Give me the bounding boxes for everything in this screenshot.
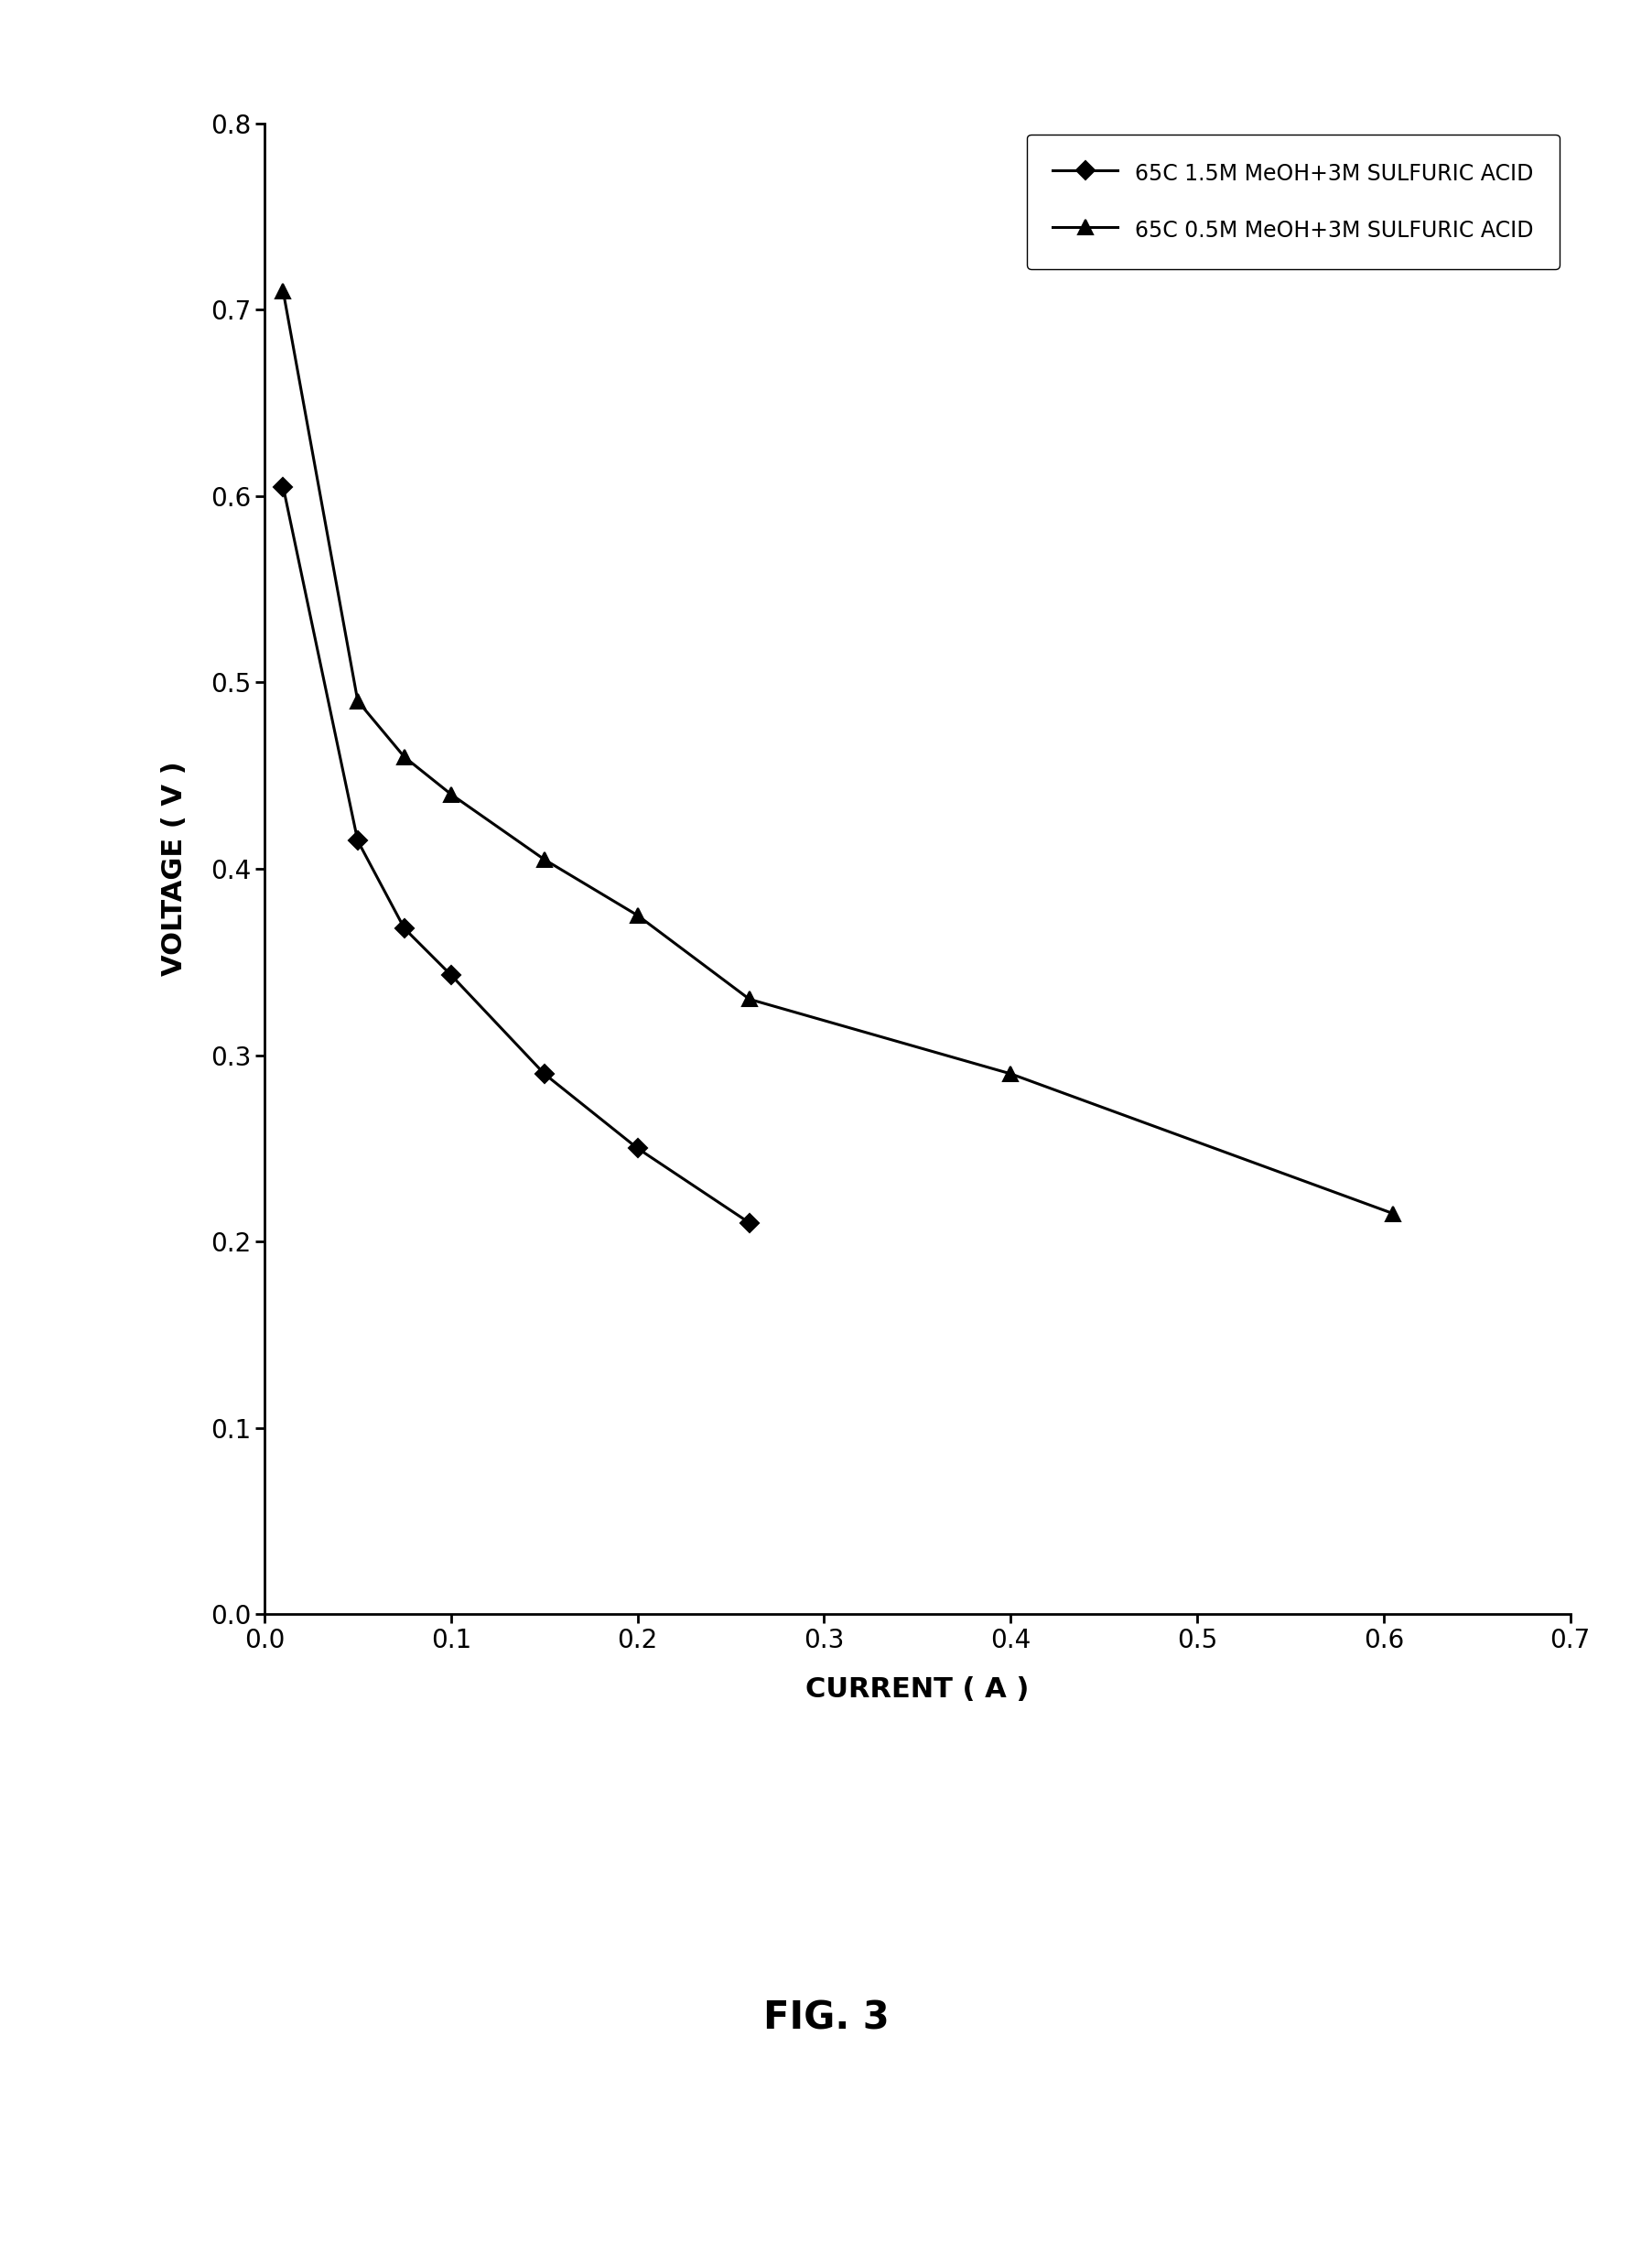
- 65C 1.5M MeOH+3M SULFURIC ACID: [534, 1060, 553, 1087]
- 65C 0.5M MeOH+3M SULFURIC ACID: [999, 1060, 1019, 1087]
- Line: 65C 0.5M MeOH+3M SULFURIC ACID: 65C 0.5M MeOH+3M SULFURIC ACID: [276, 285, 1399, 1220]
- Text: FIG. 3: FIG. 3: [763, 1998, 889, 2038]
- 65C 0.5M MeOH+3M SULFURIC ACID: [738, 986, 758, 1013]
- 65C 0.5M MeOH+3M SULFURIC ACID: [273, 278, 292, 305]
- X-axis label: CURRENT ( A ): CURRENT ( A ): [805, 1677, 1029, 1702]
- 65C 1.5M MeOH+3M SULFURIC ACID: [395, 915, 415, 942]
- 65C 1.5M MeOH+3M SULFURIC ACID: [628, 1134, 648, 1161]
- 65C 1.5M MeOH+3M SULFURIC ACID: [273, 473, 292, 500]
- 65C 0.5M MeOH+3M SULFURIC ACID: [534, 845, 553, 872]
- Line: 65C 1.5M MeOH+3M SULFURIC ACID: 65C 1.5M MeOH+3M SULFURIC ACID: [276, 480, 755, 1229]
- Legend: 65C 1.5M MeOH+3M SULFURIC ACID, 65C 0.5M MeOH+3M SULFURIC ACID: 65C 1.5M MeOH+3M SULFURIC ACID, 65C 0.5M…: [1026, 135, 1558, 269]
- 65C 0.5M MeOH+3M SULFURIC ACID: [395, 744, 415, 771]
- 65C 0.5M MeOH+3M SULFURIC ACID: [347, 688, 367, 715]
- 65C 1.5M MeOH+3M SULFURIC ACID: [347, 827, 367, 854]
- Y-axis label: VOLTAGE ( V ): VOLTAGE ( V ): [160, 762, 188, 975]
- 65C 0.5M MeOH+3M SULFURIC ACID: [441, 780, 461, 807]
- 65C 1.5M MeOH+3M SULFURIC ACID: [441, 962, 461, 989]
- 65C 0.5M MeOH+3M SULFURIC ACID: [1383, 1199, 1403, 1226]
- 65C 0.5M MeOH+3M SULFURIC ACID: [628, 901, 648, 928]
- 65C 1.5M MeOH+3M SULFURIC ACID: [738, 1208, 758, 1235]
